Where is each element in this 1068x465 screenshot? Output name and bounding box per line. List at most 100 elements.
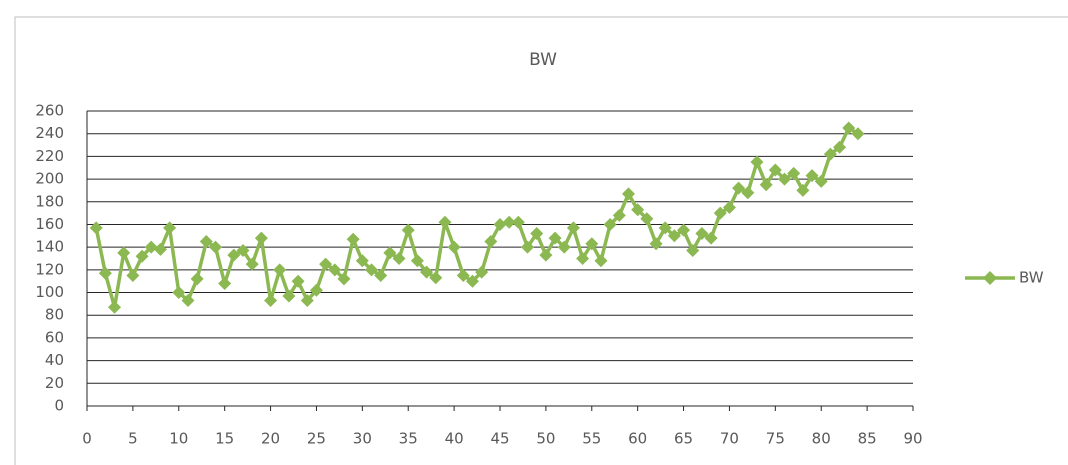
data-point [493,217,507,231]
legend-label: BW [1019,269,1044,287]
data-point [365,263,379,277]
data-point [695,227,709,241]
data-point [768,163,782,177]
data-point [585,237,599,251]
data-point [264,293,278,307]
data-point [640,212,654,226]
x-tick-label: 15 [215,430,234,448]
x-tick-label: 45 [490,430,509,448]
data-point [511,215,525,229]
data-point [456,269,470,283]
data-point [117,246,131,260]
data-point [621,187,635,201]
data-point [447,240,461,254]
data-point [429,271,443,285]
y-tick-label: 0 [54,397,64,415]
data-point [530,227,544,241]
data-point [181,293,195,307]
data-point [374,269,388,283]
x-tick-label: 0 [82,430,92,448]
data-point [539,248,553,262]
data-point [631,203,645,217]
data-point [658,221,672,235]
data-point [814,174,828,188]
data-point [153,242,167,256]
x-tick-label: 30 [353,430,372,448]
data-point [722,200,736,214]
data-point [135,249,149,263]
x-tick-label: 60 [628,430,647,448]
data-point [199,234,213,248]
chart-frame [14,16,1068,465]
y-tick-label: 20 [45,374,64,392]
x-tick-label: 90 [903,430,922,448]
data-point [475,265,489,279]
y-tick-label: 180 [35,192,64,210]
y-tick-label: 80 [45,306,64,324]
data-point [401,223,415,237]
data-point [750,155,764,169]
data-point [603,217,617,231]
data-point [557,240,571,254]
data-point [108,300,122,314]
data-point [778,172,792,186]
y-tick-label: 220 [35,147,64,165]
y-tick-label: 140 [35,238,64,256]
data-point [291,274,305,288]
data-point [787,166,801,180]
data-point [410,254,424,268]
data-point [309,283,323,297]
data-point [420,265,434,279]
data-point [208,240,222,254]
y-tick-label: 120 [35,260,64,278]
data-point [686,244,700,258]
x-tick-label: 75 [766,430,785,448]
data-point [172,286,186,300]
data-point [851,127,865,141]
data-point [833,140,847,154]
data-point [346,232,360,246]
x-tick-label: 80 [812,430,831,448]
data-point [649,237,663,251]
data-point [236,244,250,258]
x-tick-label: 25 [307,430,326,448]
data-point [566,221,580,235]
data-point [842,121,856,135]
data-point [713,206,727,220]
chart-title: BW [529,50,557,70]
data-point [796,183,810,197]
data-point [502,215,516,229]
data-point [337,272,351,286]
data-point [759,178,773,192]
y-tick-label: 200 [35,170,64,188]
x-tick-label: 10 [169,430,188,448]
y-tick-label: 240 [35,124,64,142]
x-tick-label: 55 [582,430,601,448]
data-point [612,208,626,222]
data-point [438,215,452,229]
data-point [383,246,397,260]
y-tick-label: 40 [45,351,64,369]
data-point [126,269,140,283]
data-point [741,186,755,200]
x-tick-label: 70 [720,430,739,448]
data-point [548,231,562,245]
data-point [254,231,268,245]
data-point [273,263,287,277]
data-point [227,248,241,262]
x-tick-label: 50 [536,430,555,448]
x-tick-label: 5 [128,430,138,448]
data-point [392,252,406,265]
data-point [667,229,681,243]
data-point [190,272,204,286]
data-point [704,231,718,245]
data-point [218,276,232,290]
legend-marker [983,271,997,285]
data-point [355,254,369,268]
data-point [594,254,608,268]
data-point [144,240,158,254]
data-point [677,223,691,237]
x-tick-label: 35 [399,430,418,448]
y-tick-label: 160 [35,215,64,233]
